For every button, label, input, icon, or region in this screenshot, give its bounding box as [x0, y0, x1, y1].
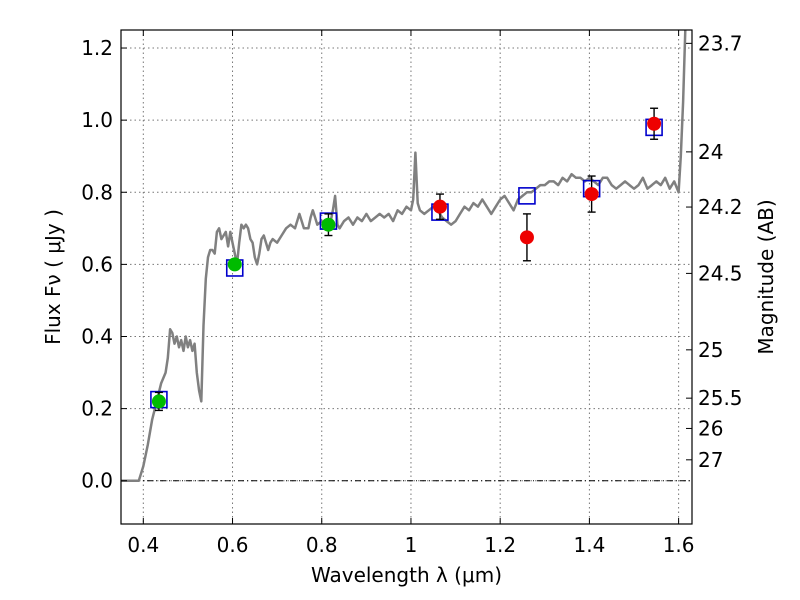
- data-layer: [121, 30, 687, 482]
- y-tick-label: 0.0: [81, 469, 113, 493]
- x-tick-label: 1.4: [573, 533, 605, 557]
- plot-frame: [120, 29, 693, 525]
- y-tick-label: 0.4: [81, 324, 113, 348]
- mag-tick-label: 27: [698, 448, 723, 472]
- mag-tick-label: 24.2: [698, 195, 743, 219]
- mag-tick-label: 23.7: [698, 31, 743, 55]
- y-tick-label: 0.2: [81, 397, 113, 421]
- red-data-point: [432, 199, 447, 214]
- x-tick-label: 1: [405, 533, 418, 557]
- green-data-point: [321, 217, 336, 232]
- y-tick-label: 1.2: [81, 36, 113, 60]
- model-photometry-box: [518, 187, 536, 205]
- mag-tick-label: 25: [698, 338, 723, 362]
- mag-tick-label: 25.5: [698, 386, 743, 410]
- y-axis-title: Flux Fν ( μJy ): [41, 209, 65, 345]
- red-data-point: [584, 187, 599, 202]
- x-tick-label: 1.2: [484, 533, 516, 557]
- mag-tick-label: 24: [698, 140, 723, 164]
- green-data-point: [227, 257, 242, 272]
- y-tick-label: 0.6: [81, 252, 113, 276]
- mag-tick-label: 26: [698, 416, 723, 440]
- x-tick-label: 1.6: [663, 533, 695, 557]
- x-tick-label: 0.8: [306, 533, 338, 557]
- y-tick-label: 0.8: [81, 180, 113, 204]
- x-tick-label: 0.4: [127, 533, 159, 557]
- right-axis-title: Magnitude (AB): [754, 199, 778, 354]
- y-tick-label: 1.0: [81, 108, 113, 132]
- mag-tick-label: 24.5: [698, 261, 743, 285]
- green-data-point: [151, 394, 166, 409]
- tick-layer: 0.4 0.6 0.8 1 1.2 1.4 1.6 0.0 0.2 0.4 0.6 0.8 1.0 1.2…: [81, 30, 743, 557]
- grid-layer: [121, 30, 692, 524]
- red-data-point: [519, 230, 534, 245]
- red-data-point: [647, 116, 662, 131]
- x-axis-title: Wavelength λ (μm): [311, 563, 502, 587]
- model-spectrum-line: [121, 30, 687, 482]
- x-tick-label: 0.6: [217, 533, 249, 557]
